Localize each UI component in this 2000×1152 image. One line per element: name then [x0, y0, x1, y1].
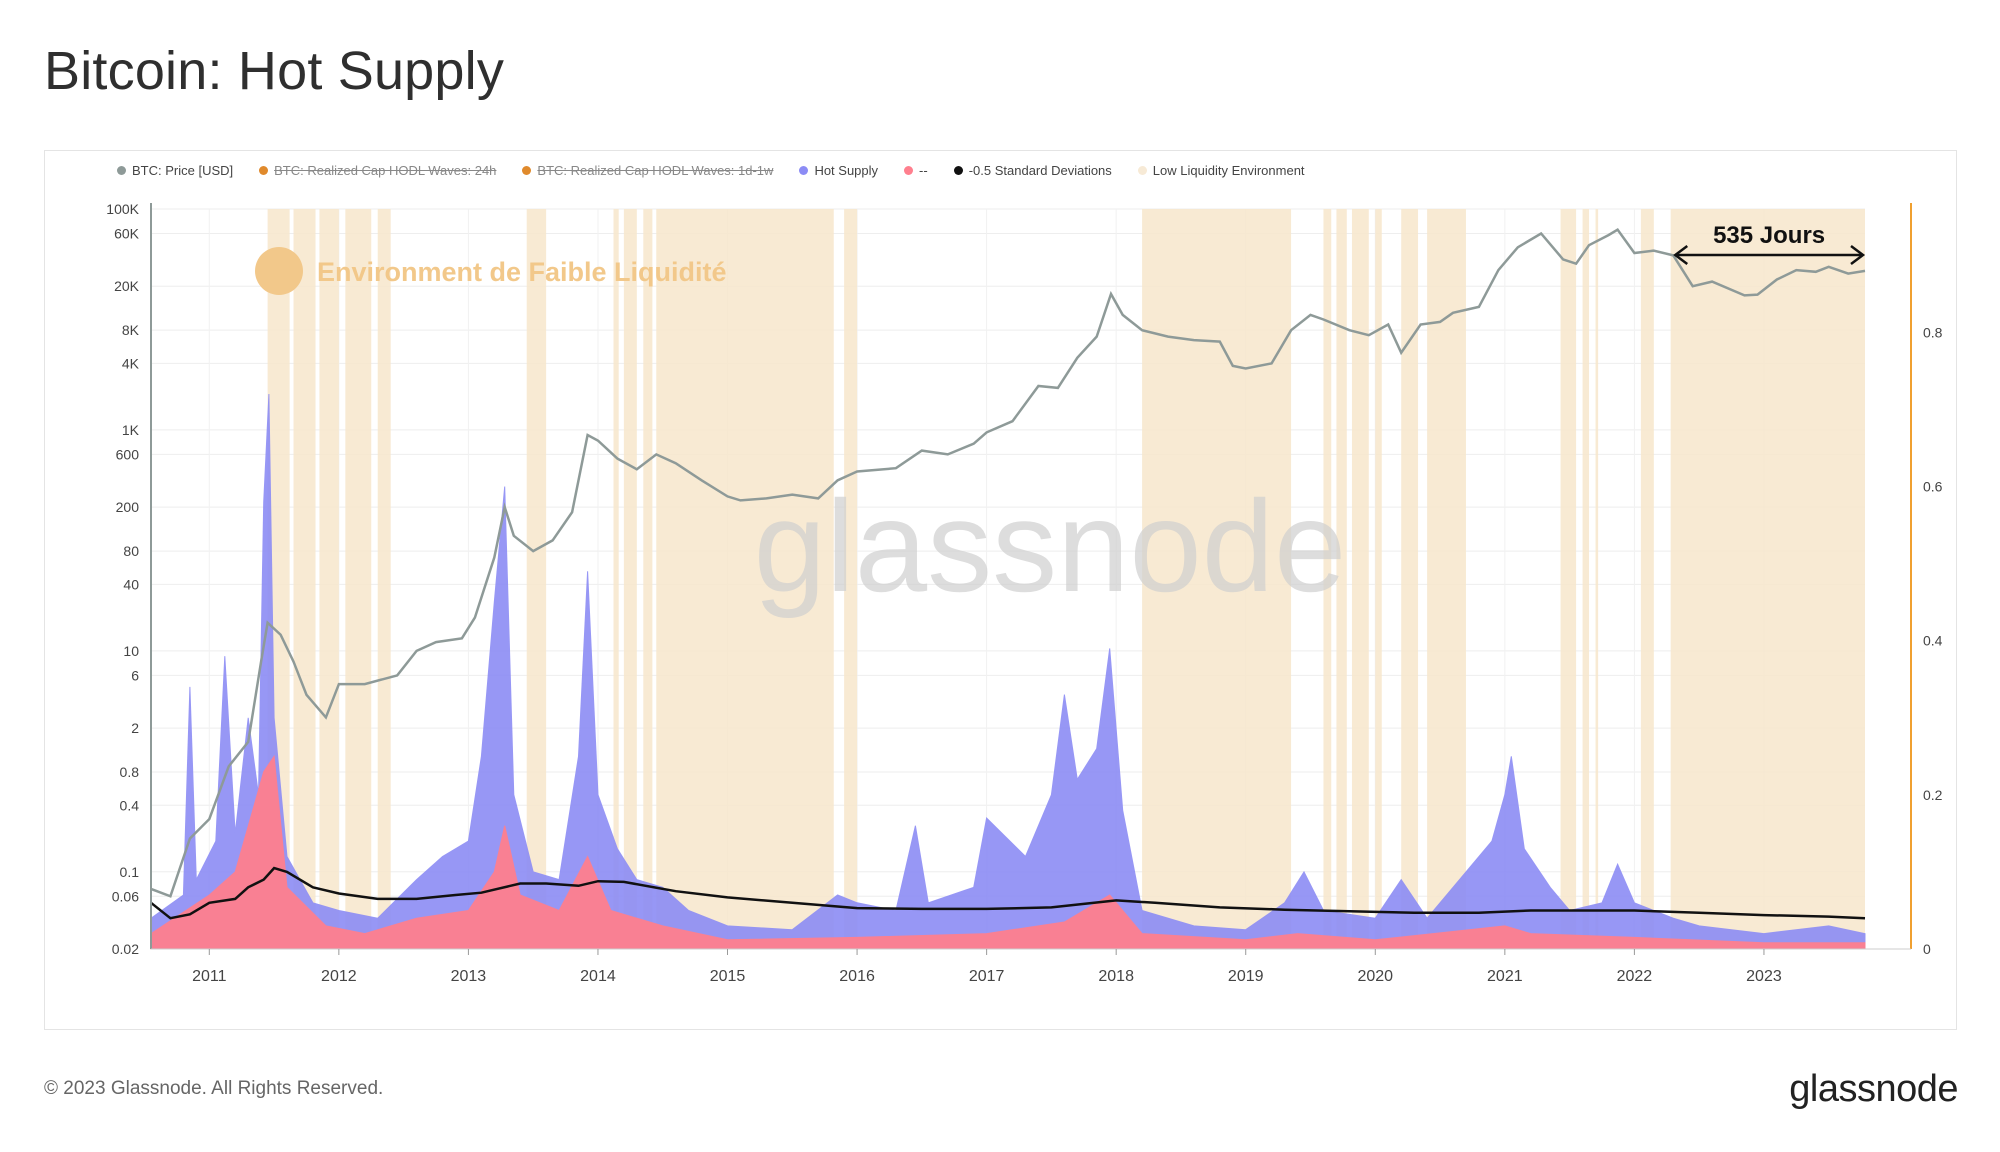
y-left-tick-label: 600 [116, 446, 140, 462]
legend-dot-icon [1137, 166, 1147, 175]
legend-item[interactable]: BTC: Realized Cap HODL Waves: 1d-1w [522, 163, 773, 178]
x-tick-label: 2015 [710, 968, 746, 985]
x-tick-label: 2012 [321, 968, 357, 985]
low-liquidity-band [613, 209, 619, 949]
low-liquidity-band [1323, 209, 1332, 949]
y-left-tick-label: 6 [131, 667, 139, 683]
x-tick-label: 2014 [580, 968, 616, 985]
legend-dot-icon [953, 166, 963, 175]
legend-item[interactable]: Hot Supply [799, 163, 878, 178]
y-left-tick-label: 100K [106, 201, 139, 217]
duration-label: 535 Jours [1713, 222, 1825, 249]
low-liquidity-band [319, 209, 339, 949]
low-liquidity-band [844, 209, 858, 949]
y-left-tick-label: 0.8 [120, 764, 140, 780]
legend-label: -- [919, 163, 928, 178]
x-tick-label: 2022 [1617, 968, 1653, 985]
y-right-tick-label: 0.2 [1923, 787, 1943, 803]
watermark-text: glassnode [754, 473, 1347, 619]
arrow-left-icon [1673, 245, 1689, 265]
legend-label: BTC: Price [USD] [132, 163, 234, 178]
x-tick-label: 2018 [1098, 968, 1134, 985]
std-deviation-line [150, 866, 1866, 920]
btc-price-line [150, 228, 1866, 898]
hot-supply-area [150, 393, 1866, 950]
low-liquidity-band [1375, 209, 1382, 949]
y-left-tick-label: 40 [123, 576, 139, 592]
legend-dot-icon [799, 166, 809, 175]
low-liquidity-band [643, 209, 653, 949]
legend-dot-icon [259, 166, 269, 175]
x-tick-label: 2011 [192, 968, 227, 985]
legend-item[interactable]: Low Liquidity Environment [1137, 163, 1305, 178]
legend-label: -0.5 Standard Deviations [968, 163, 1112, 178]
legend-label: BTC: Realized Cap HODL Waves: 1d-1w [537, 163, 774, 178]
legend-item[interactable]: BTC: Price [USD] [117, 163, 233, 178]
legend-item[interactable]: -- [904, 163, 928, 178]
y-right-tick-label: 0 [1923, 941, 1931, 957]
low-liquidity-band [377, 209, 391, 949]
page-title: Bitcoin: Hot Supply [44, 41, 505, 101]
low-liquidity-band [526, 209, 547, 949]
low-liquidity-label: Environment de Faible Liquidité [317, 257, 727, 287]
y-left-tick-label: 0.06 [112, 888, 139, 904]
low-liquidity-band [345, 209, 372, 949]
legend-dot-icon [117, 166, 126, 175]
y-left-tick-label: 10 [123, 643, 139, 659]
chart-legend: BTC: Price [USD] BTC: Realized Cap HODL W… [117, 163, 1331, 178]
low-liquidity-band [1670, 209, 1865, 949]
low-liquidity-band [1142, 209, 1292, 949]
legend-item[interactable]: BTC: Realized Cap HODL Waves: 24h [259, 163, 496, 178]
pink-series-area [150, 754, 1866, 950]
low-liquidity-band [1595, 209, 1599, 949]
x-tick-label: 2013 [451, 968, 487, 985]
x-tick-label: 2019 [1228, 968, 1264, 985]
arrow-right-icon [1850, 245, 1866, 265]
x-tick-label: 2023 [1746, 968, 1782, 985]
low-liquidity-band [1427, 209, 1466, 949]
x-tick-label: 2016 [839, 968, 875, 985]
legend-label: Low Liquidity Environment [1152, 163, 1305, 178]
x-tick-label: 2021 [1487, 968, 1523, 985]
legend-label: BTC: Realized Cap HODL Waves: 24h [274, 163, 497, 178]
glassnode-logo[interactable]: glassnode [1789, 1068, 1958, 1110]
y-left-tick-label: 4K [122, 355, 140, 371]
x-tick-label: 2017 [969, 968, 1005, 985]
x-tick-label: 2020 [1357, 968, 1393, 985]
y-right-tick-label: 0.6 [1923, 479, 1943, 495]
low-liquidity-band [1351, 209, 1369, 949]
low-liquidity-band [623, 209, 637, 949]
y-left-tick-label: 60K [114, 226, 140, 242]
chart-panel: BTC: Price [USD] BTC: Realized Cap HODL W… [44, 150, 1957, 1030]
legend-dot-icon [522, 166, 532, 175]
y-left-tick-label: 20K [114, 278, 140, 294]
low-liquidity-band [656, 209, 834, 949]
y-right-tick-label: 0.8 [1923, 324, 1943, 340]
y-right-tick-label: 0.4 [1923, 633, 1943, 649]
low-liquidity-band [1560, 209, 1577, 949]
legend-dot-icon [904, 166, 914, 175]
legend-label: Hot Supply [814, 163, 879, 178]
y-left-tick-label: 80 [123, 543, 139, 559]
y-left-tick-label: 0.02 [112, 941, 139, 957]
low-liquidity-band [293, 209, 316, 949]
low-liquidity-marker-icon [255, 247, 303, 295]
y-left-tick-label: 8K [122, 322, 140, 338]
low-liquidity-band [1336, 209, 1347, 949]
copyright-text: © 2023 Glassnode. All Rights Reserved. [44, 1078, 384, 1099]
low-liquidity-band [1582, 209, 1590, 949]
legend-item[interactable]: -0.5 Standard Deviations [953, 163, 1112, 178]
y-left-tick-label: 0.1 [120, 864, 140, 880]
low-liquidity-band [1640, 209, 1654, 949]
y-left-tick-label: 200 [116, 499, 140, 515]
y-left-tick-label: 1K [122, 422, 140, 438]
low-liquidity-band [1401, 209, 1419, 949]
y-left-tick-label: 0.4 [120, 797, 140, 813]
y-left-tick-label: 2 [131, 720, 139, 736]
chart-canvas[interactable]: glassnode100K60K20K8K4K1K600200804010620… [45, 151, 1956, 1029]
